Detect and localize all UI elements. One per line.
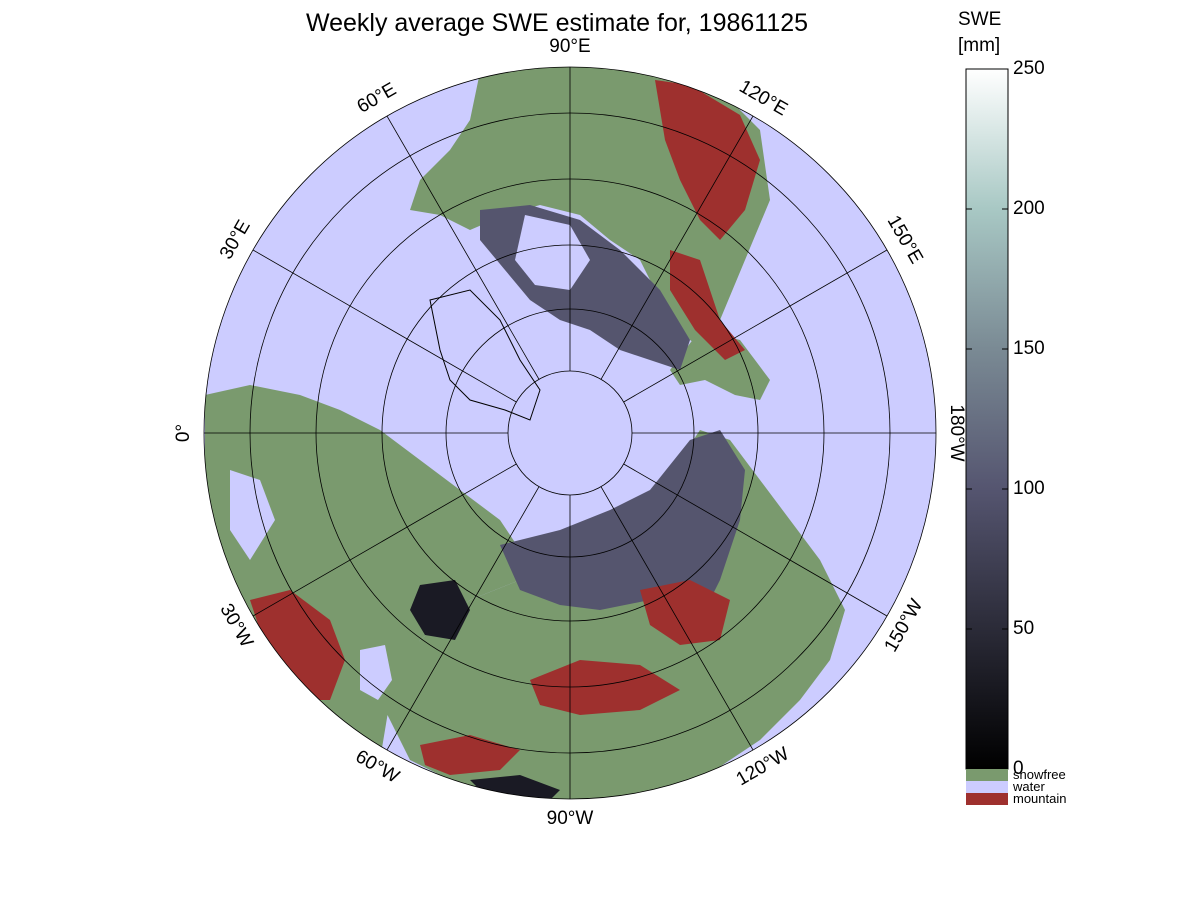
snow-dark-patch-1 (410, 580, 470, 640)
mountain-alps (250, 590, 345, 700)
category-label-mountain: mountain (1013, 791, 1066, 806)
mountain-central-asia (530, 660, 680, 715)
hudson-bay (515, 215, 590, 290)
category-label-water: water (1012, 779, 1045, 794)
meridian-line (386, 115, 540, 380)
land-alaska (670, 330, 770, 400)
category-swatch-mountain (966, 793, 1008, 805)
baltic-sea (230, 470, 275, 560)
meridian-line (252, 249, 517, 403)
meridian-label: 90°W (547, 808, 594, 829)
colorbar-ticks: 0 50 100 150 200 250 (966, 58, 1045, 779)
colorbar-tick-label: 0 (1013, 758, 1024, 779)
meridian-line (600, 115, 754, 380)
colorbar-gradient (965, 68, 1009, 770)
polar-map: 0°30°W60°W90°W120°W150°W180°W150°E120°E9… (173, 36, 967, 829)
mountain-himalaya (420, 735, 520, 775)
colorbar-tick-label: 100 (1013, 478, 1045, 499)
graticule (203, 66, 937, 800)
colorbar-label-swe: SWE (958, 9, 1001, 30)
colorbar-label-units: [mm] (958, 35, 1000, 56)
meridian-label: 60°E (354, 79, 400, 118)
snow-siberia (500, 430, 745, 620)
colorbar-tick-label: 200 (1013, 198, 1045, 219)
colorbar-tick-label: 50 (1013, 618, 1034, 639)
meridian-label: 30°E (216, 217, 255, 263)
colorbar-tick-label: 250 (1013, 58, 1045, 79)
chart-title: Weekly average SWE estimate for, 1986112… (306, 9, 808, 37)
meridian-line (252, 463, 517, 617)
meridian-line (623, 249, 888, 403)
caspian-sea (360, 645, 392, 700)
greenland-outline (429, 289, 541, 421)
meridian-line (623, 463, 888, 617)
category-swatch-water (966, 781, 1008, 793)
meridian-label: 180°W (946, 404, 967, 461)
category-swatch-snowfree (966, 769, 1008, 781)
category-label-snowfree: snowfree (1013, 767, 1066, 782)
meridian-line (386, 486, 540, 751)
meridian-label: 90°E (549, 36, 590, 57)
colorbar: SWE [mm] 0 50 100 150 200 250 snowfreewatermo… (958, 9, 1066, 806)
meridian-line (600, 486, 754, 751)
mountain-rockies (655, 80, 760, 240)
meridian-label: 0° (173, 424, 194, 442)
colorbar-tick-label: 150 (1013, 338, 1045, 359)
